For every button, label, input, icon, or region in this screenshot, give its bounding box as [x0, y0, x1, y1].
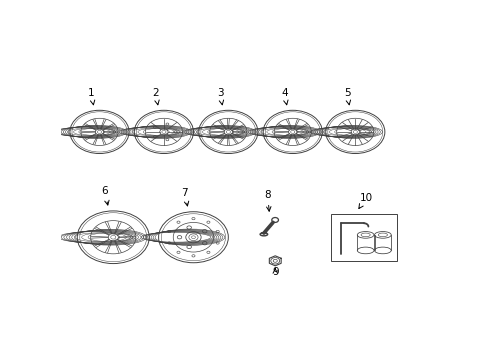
Text: 7: 7 [181, 188, 188, 206]
Text: 5: 5 [343, 89, 350, 105]
Bar [330, 214, 397, 261]
Text: 6: 6 [102, 186, 109, 205]
Text: 4: 4 [281, 89, 287, 105]
Text: 10: 10 [358, 193, 372, 208]
Text: 9: 9 [271, 267, 278, 278]
Text: 2: 2 [152, 89, 159, 105]
Text: 3: 3 [216, 89, 223, 105]
Text: 1: 1 [88, 89, 95, 105]
Text: 8: 8 [264, 190, 270, 211]
